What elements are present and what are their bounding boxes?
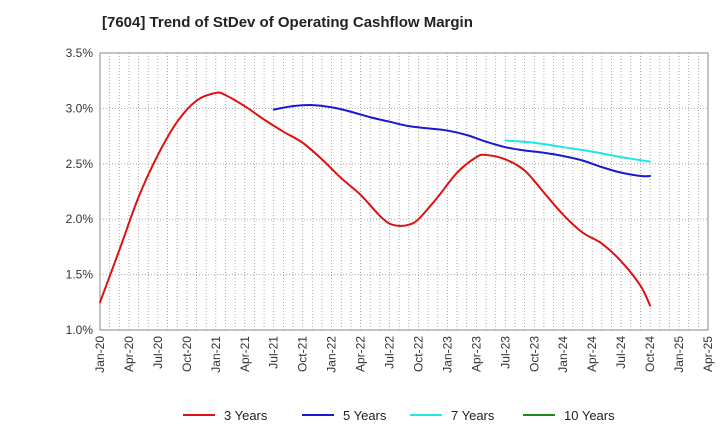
x-tick-label: Jul-20 bbox=[151, 336, 165, 369]
grid-layer bbox=[100, 52, 708, 331]
plot-frame bbox=[99, 52, 709, 331]
y-tick-label: 1.0% bbox=[66, 323, 94, 337]
y-tick-label: 2.5% bbox=[66, 157, 94, 171]
y-axis: 1.0% 1.5% 2.0% 2.5% 3.0% 3.5% bbox=[66, 46, 94, 337]
x-tick-label: Jan-20 bbox=[93, 336, 107, 373]
x-tick-label: Oct-24 bbox=[643, 336, 657, 372]
x-tick-label: Apr-23 bbox=[469, 336, 483, 372]
x-tick-label: Apr-20 bbox=[122, 336, 136, 372]
series-line-7-years bbox=[504, 139, 652, 163]
x-tick-label: Apr-21 bbox=[238, 336, 252, 372]
y-tick-label: 2.0% bbox=[66, 212, 94, 226]
series-layer bbox=[99, 91, 652, 307]
x-tick-label: Jul-23 bbox=[498, 336, 512, 369]
x-tick-label: Oct-21 bbox=[296, 336, 310, 372]
y-tick-label: 1.5% bbox=[66, 268, 94, 282]
y-tick-label: 3.5% bbox=[66, 46, 94, 60]
x-tick-label: Jul-24 bbox=[614, 336, 628, 369]
series-line-5-years bbox=[272, 104, 652, 178]
y-tick-label: 3.0% bbox=[66, 101, 94, 115]
series-line-3-years bbox=[99, 91, 652, 307]
legend-label-5-years: 5 Years bbox=[343, 408, 387, 423]
x-tick-label: Jan-24 bbox=[556, 336, 570, 373]
legend-label-3-years: 3 Years bbox=[224, 408, 268, 423]
x-tick-label: Jul-21 bbox=[267, 336, 281, 369]
x-tick-label: Oct-20 bbox=[180, 336, 194, 372]
x-tick-label: Apr-24 bbox=[585, 336, 599, 372]
legend-label-7-years: 7 Years bbox=[451, 408, 495, 423]
x-tick-label: Oct-22 bbox=[411, 336, 425, 372]
chart-title: [7604] Trend of StDev of Operating Cashf… bbox=[102, 14, 473, 31]
x-tick-label: Oct-23 bbox=[527, 336, 541, 372]
x-tick-label: Jan-25 bbox=[672, 336, 686, 373]
legend-label-10-years: 10 Years bbox=[564, 408, 615, 423]
x-axis: Jan-20 Apr-20 Jul-20 Oct-20 Jan-21 Apr-21 Jul-… bbox=[93, 336, 715, 373]
x-tick-label: Jan-21 bbox=[209, 336, 223, 373]
x-tick-label: Jul-22 bbox=[383, 336, 397, 369]
x-tick-label: Jan-23 bbox=[440, 336, 454, 373]
x-tick-label: Apr-22 bbox=[354, 336, 368, 372]
x-tick-label: Apr-25 bbox=[701, 336, 715, 372]
x-tick-label: Jan-22 bbox=[325, 336, 339, 373]
legend: 3 Years 5 Years 7 Years 10 Years bbox=[183, 408, 615, 423]
